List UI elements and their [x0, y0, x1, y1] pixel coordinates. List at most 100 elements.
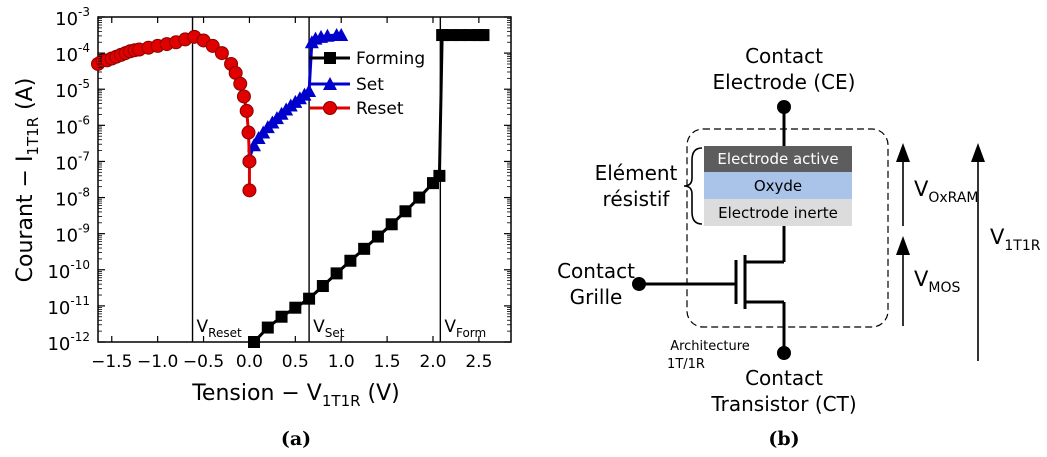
x-tick-label: 2.5 — [465, 352, 492, 372]
label-v-mos: VMOS — [914, 267, 960, 296]
point-set — [302, 84, 317, 98]
y-tick-label: 10-7 — [55, 149, 90, 174]
point-forming — [261, 321, 274, 334]
arrow-v-oxram — [896, 143, 910, 226]
point-forming — [463, 29, 476, 42]
point-forming — [371, 230, 384, 243]
layer-electrode-active — [704, 146, 852, 172]
series — [91, 28, 490, 348]
gate-contact-label-2: Grille — [570, 285, 623, 309]
x-axis-label-main: Tension − V — [191, 381, 322, 406]
point-forming — [330, 267, 343, 280]
y-tick-label: 10-3 — [55, 5, 90, 30]
x-tick-label: 1.0 — [328, 352, 355, 372]
point-reset — [241, 125, 256, 140]
point-forming — [248, 336, 261, 348]
gate-contact-dot — [632, 277, 646, 291]
point-forming — [454, 29, 467, 42]
legend-label-set: Set — [356, 75, 384, 95]
point-set — [334, 28, 349, 42]
point-forming — [275, 310, 288, 323]
y-axis-label-unit: (A) — [13, 78, 38, 117]
vline-label: VForm — [444, 317, 486, 340]
arrow-v-1t1r — [971, 143, 985, 361]
point-set — [320, 28, 335, 42]
top-contact-label-1: Contact — [745, 44, 823, 68]
architecture-label-2: 1T/1R — [667, 357, 705, 372]
label-v-1t1r: V1T1R — [990, 225, 1041, 254]
x-tick-label: 0.5 — [282, 352, 309, 372]
point-set — [247, 138, 262, 152]
point-forming — [303, 292, 316, 305]
legend-label-forming: Forming — [356, 49, 425, 69]
y-tick-label: 10-10 — [47, 258, 90, 283]
point-reset — [242, 154, 257, 169]
point-reset — [233, 76, 248, 91]
point-forming — [436, 29, 449, 42]
point-forming — [385, 218, 398, 231]
point-forming — [413, 191, 426, 204]
x-tick-label: 1.5 — [374, 352, 401, 372]
y-tick-label: 10-12 — [47, 330, 90, 355]
y-tick-label: 10-6 — [55, 113, 90, 138]
architecture-label-1: Architecture — [670, 339, 750, 354]
y-axis-label: Courant − I1T1R (A) — [13, 78, 42, 283]
gate-contact-label-1: Contact — [557, 259, 635, 283]
top-contact-label-2: Electrode (CE) — [713, 70, 856, 94]
legend-item-set: Set — [310, 75, 384, 95]
point-reset — [239, 103, 254, 118]
point-reset — [236, 89, 251, 104]
y-tick-label: 10-5 — [55, 77, 90, 102]
layer-electrode-inerte-label: Electrode inerte — [718, 204, 838, 222]
bottom-contact-label-1: Contact — [745, 366, 823, 390]
point-forming — [289, 301, 302, 314]
y-tick-label: 10-9 — [55, 222, 90, 247]
legend-item-reset: Reset — [310, 99, 404, 119]
y-ticks: 10-12 10-11 10-10 10-9 10-8 10-7 10-6 10-5 10-4 1… — [47, 5, 511, 355]
y-tick-label: 10-8 — [55, 186, 90, 211]
bottom-contact-label-2: Transistor (CT) — [710, 392, 856, 416]
point-forming — [316, 280, 329, 293]
y-tick-label: 10-4 — [55, 41, 90, 66]
x-tick-label: −1.0 — [137, 352, 178, 372]
point-forming — [358, 242, 371, 255]
vline-label: VSet — [313, 317, 345, 340]
point-forming — [344, 254, 357, 267]
x-tick-label: −0.5 — [183, 352, 224, 372]
element-label-1: Elément — [595, 161, 678, 185]
chart-panel: VReset VSet VForm −1.5 −1.0 −0.5 0.0 0.5 1.0 1.5… — [13, 5, 512, 450]
x-tick-label: 2.0 — [419, 352, 446, 372]
point-reset — [214, 46, 229, 61]
arrow-v-mos — [896, 236, 910, 326]
point-forming — [445, 29, 458, 42]
x-axis-label-unit: (V) — [361, 381, 400, 406]
x-tick-label: −1.5 — [91, 352, 132, 372]
layer-oxyde — [704, 172, 852, 199]
panel-label-b: (b) — [768, 428, 799, 450]
point-forming — [477, 29, 490, 42]
x-ticks: −1.5 −1.0 −0.5 0.0 0.5 1.0 1.5 2.0 2.5 — [91, 17, 492, 372]
legend: Forming Set Reset — [310, 49, 425, 119]
panel-label-a: (a) — [281, 428, 311, 450]
vline-label: VReset — [197, 317, 242, 340]
y-tick-label: 10-11 — [47, 294, 90, 319]
point-forming — [399, 205, 412, 218]
layer-electrode-inerte — [704, 199, 852, 226]
element-label-2: résistif — [603, 187, 671, 211]
legend-item-forming: Forming — [310, 49, 425, 69]
label-v-oxram: VOxRAM — [914, 177, 979, 206]
plot-frame — [97, 16, 512, 343]
layer-oxyde-label: Oxyde — [754, 177, 802, 195]
y-axis-label-sub: 1T1R — [24, 117, 42, 156]
y-axis-label-main: Courant − I — [13, 156, 38, 283]
x-tick-label: 0.0 — [236, 352, 263, 372]
architecture-boundary — [686, 128, 889, 328]
legend-label-reset: Reset — [356, 99, 404, 119]
point-reset — [205, 38, 220, 53]
diagram-panel: Contact Electrode (CE) Electrode active … — [557, 44, 1041, 450]
layer-electrode-active-label: Electrode active — [717, 150, 838, 168]
x-axis-label-sub: 1T1R — [322, 392, 361, 410]
bottom-contact-dot — [777, 346, 791, 360]
element-brace — [683, 147, 703, 225]
